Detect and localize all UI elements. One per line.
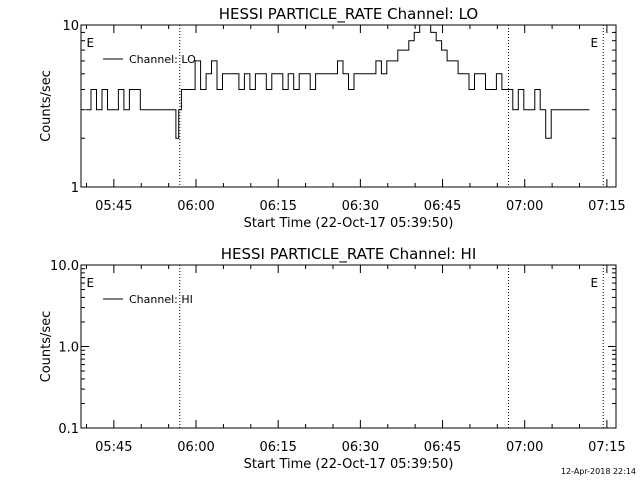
event-marker-label: E (87, 36, 95, 50)
event-marker-label: E (87, 276, 95, 290)
x-tick-label: 06:30 (342, 199, 379, 214)
plot-frame (80, 264, 617, 429)
y-tick-label: 0.1 (58, 422, 79, 437)
x-tick-label: 07:00 (506, 199, 543, 214)
x-tick-label: 07:00 (506, 440, 543, 455)
footer-timestamp: 12-Apr-2018 22:14 (561, 467, 636, 476)
plot-frame (80, 24, 617, 188)
x-tick-label: 06:00 (177, 440, 214, 455)
x-axis-label: Start Time (22-Oct-17 05:39:50) (244, 216, 454, 231)
panel-1: HESSI PARTICLE_RATE Channel: LO Start Tim… (39, 5, 626, 231)
y-tick-label: 10.0 (50, 259, 79, 274)
panel-2: HESSI PARTICLE_RATE Channel: HI Start Tim… (39, 245, 626, 472)
x-tick-label: 06:30 (342, 440, 379, 455)
event-marker-label: E (591, 36, 599, 50)
y-axis-label: Counts/sec (39, 70, 54, 142)
event-marker-label: E (591, 276, 599, 290)
x-axis-label: Start Time (22-Oct-17 05:39:50) (244, 457, 454, 472)
x-tick-label: 05:45 (95, 440, 132, 455)
chart-title: HESSI PARTICLE_RATE Channel: LO (219, 5, 478, 24)
legend-label: Channel: LO (129, 53, 196, 66)
y-axis-label: Counts/sec (39, 311, 54, 383)
x-tick-label: 06:45 (424, 440, 461, 455)
x-tick-label: 06:45 (424, 199, 461, 214)
x-tick-label: 06:15 (259, 199, 296, 214)
x-tick-label: 06:15 (259, 440, 296, 455)
y-tick-label: 10 (62, 19, 79, 34)
x-tick-label: 05:45 (95, 199, 132, 214)
x-tick-label: 07:15 (588, 199, 625, 214)
y-tick-label: 1.0 (58, 341, 79, 356)
x-tick-label: 07:15 (588, 440, 625, 455)
series-line (85, 24, 590, 139)
y-tick-label: 1 (71, 181, 79, 196)
x-tick-label: 06:00 (177, 199, 214, 214)
chart-title: HESSI PARTICLE_RATE Channel: HI (221, 245, 477, 264)
legend-label: Channel: HI (129, 293, 193, 306)
